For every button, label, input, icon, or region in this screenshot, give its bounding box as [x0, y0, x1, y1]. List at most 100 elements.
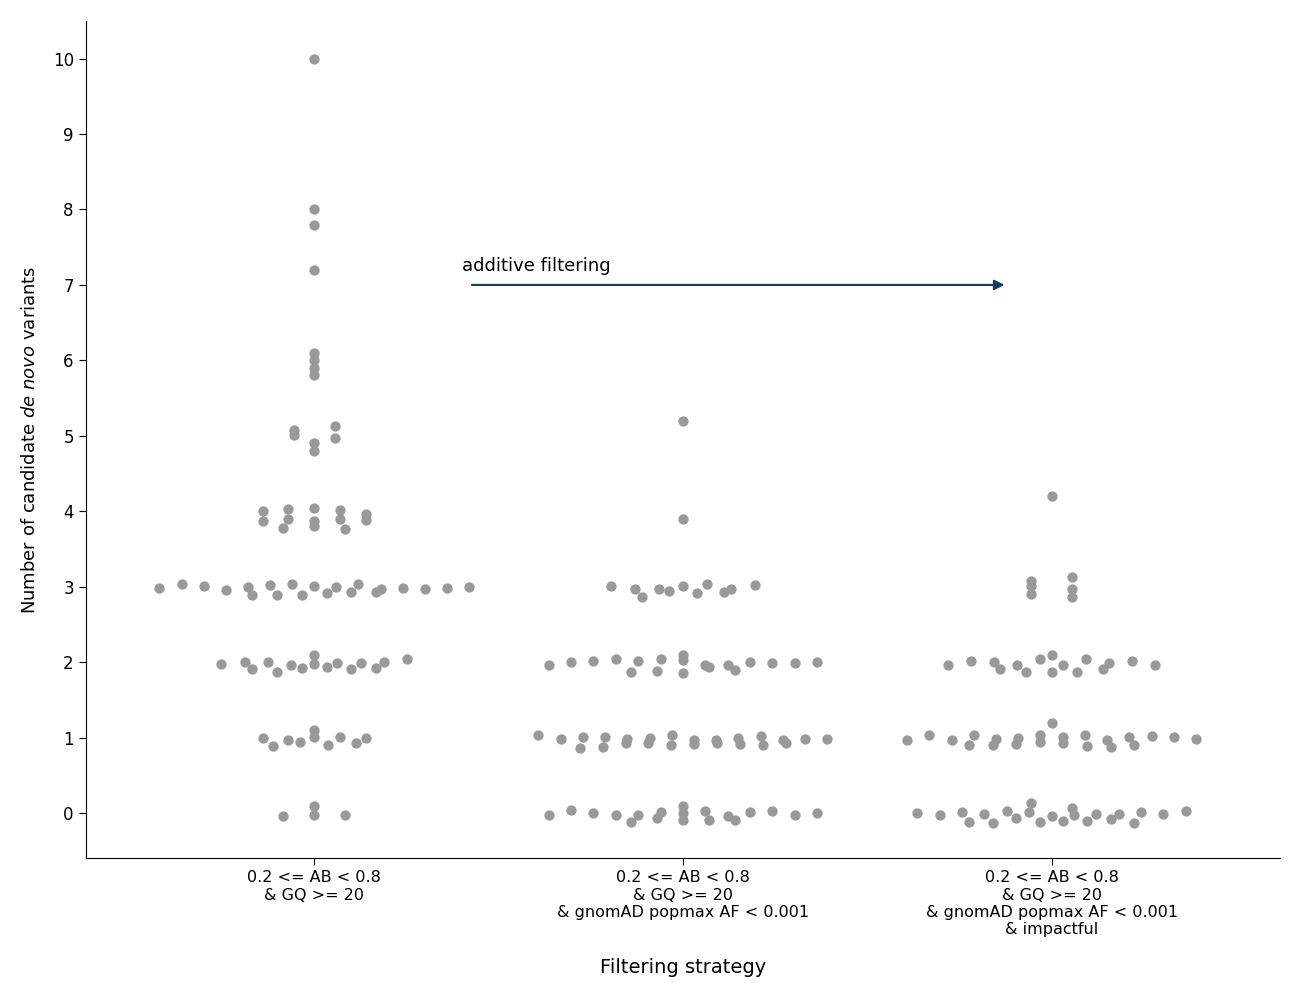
Point — [252, 731, 273, 747]
Point — [624, 581, 645, 597]
Point — [982, 815, 1003, 831]
Point — [329, 511, 350, 527]
Point — [291, 660, 312, 676]
Point — [355, 506, 376, 522]
Point — [817, 732, 838, 748]
Point — [714, 584, 735, 600]
Point — [1020, 573, 1041, 589]
Point — [729, 731, 749, 747]
Point — [1075, 727, 1095, 743]
Point — [721, 581, 742, 597]
Point — [341, 661, 362, 677]
Point — [631, 589, 652, 605]
Point — [281, 657, 302, 673]
Point — [600, 578, 621, 594]
Point — [974, 806, 995, 822]
Point — [637, 735, 658, 750]
Point — [1020, 578, 1041, 594]
Point — [673, 804, 693, 820]
Point — [807, 805, 827, 821]
Point — [725, 662, 745, 678]
Point — [807, 655, 827, 671]
Point — [304, 518, 325, 534]
Point — [459, 579, 480, 595]
Point — [997, 802, 1017, 818]
Point — [355, 730, 376, 746]
Point — [1163, 730, 1184, 746]
Point — [929, 807, 950, 823]
Point — [684, 736, 705, 751]
Point — [1067, 664, 1088, 680]
Point — [304, 647, 325, 663]
Point — [695, 657, 716, 673]
Point — [1124, 737, 1145, 752]
Point — [650, 803, 671, 819]
Point — [739, 654, 760, 670]
Point — [324, 430, 345, 446]
Point — [907, 805, 928, 821]
Point — [621, 814, 641, 830]
Point — [397, 652, 418, 668]
Point — [349, 576, 369, 592]
Point — [1062, 589, 1082, 605]
Point — [628, 654, 649, 670]
Point — [1153, 806, 1174, 822]
Point — [371, 581, 392, 597]
Point — [717, 657, 738, 673]
Point — [896, 732, 917, 748]
Point — [785, 806, 805, 822]
Point — [366, 584, 386, 600]
Point — [1030, 728, 1051, 744]
Point — [415, 581, 436, 597]
Point — [329, 502, 350, 518]
Point — [437, 580, 458, 596]
Point — [260, 577, 281, 593]
Point — [539, 806, 559, 822]
Point — [1076, 652, 1097, 668]
Point — [291, 587, 312, 603]
Point — [673, 647, 693, 663]
Point — [773, 733, 794, 748]
Point — [267, 587, 288, 603]
Point — [730, 737, 751, 752]
Point — [673, 665, 693, 681]
Point — [1124, 815, 1145, 831]
Point — [1029, 814, 1050, 830]
Point — [304, 352, 325, 368]
Point — [304, 51, 325, 67]
Point — [1020, 794, 1041, 810]
Point — [699, 812, 719, 828]
Point — [717, 807, 738, 823]
Point — [172, 576, 193, 592]
Point — [1076, 739, 1097, 754]
Point — [1121, 654, 1142, 670]
Point — [304, 443, 325, 459]
Point — [762, 803, 783, 819]
X-axis label: Filtering strategy: Filtering strategy — [600, 958, 766, 977]
Point — [595, 730, 615, 746]
Point — [658, 583, 679, 599]
Point — [550, 731, 571, 747]
Point — [1015, 665, 1036, 681]
Point — [304, 360, 325, 376]
Point — [327, 579, 347, 595]
Point — [1053, 729, 1073, 745]
Point — [150, 580, 170, 596]
Text: additive filtering: additive filtering — [462, 257, 610, 275]
Point — [673, 812, 693, 828]
Point — [617, 731, 637, 747]
Point — [327, 656, 347, 672]
Point — [1041, 488, 1062, 504]
Point — [1076, 812, 1097, 828]
Point — [211, 657, 232, 673]
Point — [650, 652, 671, 668]
Point — [1062, 581, 1082, 597]
Point — [1020, 587, 1041, 603]
Point — [1145, 657, 1166, 673]
Point — [252, 513, 273, 529]
Point — [1019, 804, 1039, 820]
Point — [570, 740, 591, 755]
Point — [1062, 800, 1082, 816]
Point — [238, 579, 259, 595]
Point — [919, 727, 939, 743]
